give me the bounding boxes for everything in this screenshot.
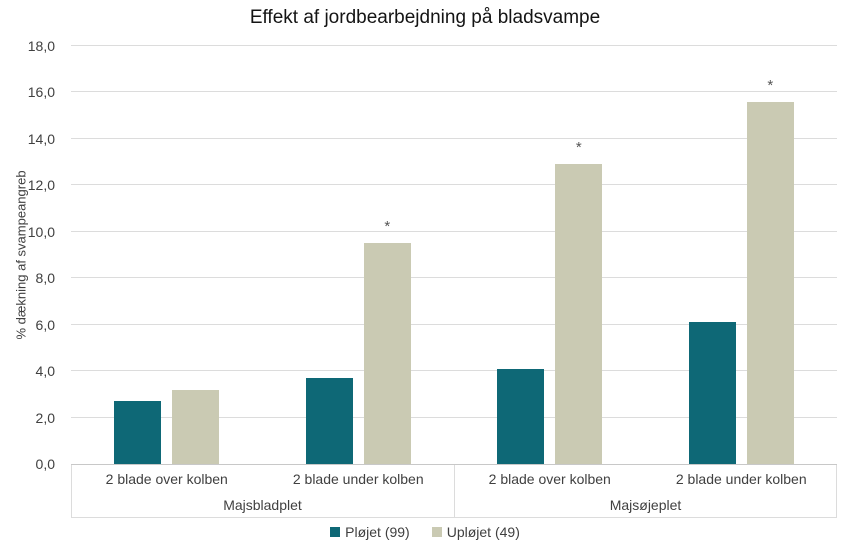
significance-asterisk: *	[575, 139, 582, 157]
x-axis-category-row: 2 blade over kolben 2 blade under kolben 2…	[71, 465, 837, 491]
category-label-0-0: 2 blade over kolben	[105, 471, 228, 487]
y-axis-tick-label: 4,0	[35, 363, 55, 380]
gridline	[71, 370, 837, 372]
legend-item-plojet: Pløjet (99)	[330, 524, 410, 540]
y-axis-tick-label: 2,0	[35, 409, 55, 426]
bar-plojet-1	[305, 378, 353, 464]
bar-uplojet-0	[172, 389, 220, 464]
bar-plojet-3	[688, 322, 736, 464]
legend-item-uplojet: Upløjet (49)	[431, 524, 520, 540]
bar-plojet-2	[497, 368, 545, 464]
gridline	[71, 184, 837, 186]
x-axis-divider-2	[836, 465, 837, 517]
y-axis-tick-label: 0,0	[35, 456, 55, 472]
legend-swatch-uplojet	[431, 527, 442, 537]
y-axis-tick-label: 14,0	[27, 130, 55, 147]
significance-asterisk: *	[384, 218, 391, 236]
bar-uplojet-1	[363, 243, 411, 464]
group-label-0: Majsbladplet	[223, 497, 302, 513]
gridline	[71, 416, 837, 418]
bar-uplojet-3	[746, 101, 794, 464]
y-axis-tick-label: 6,0	[35, 316, 55, 333]
y-axis-tick-label: 8,0	[35, 270, 55, 287]
category-label-1-0: 2 blade over kolben	[488, 471, 611, 487]
y-axis-tick-label: 12,0	[27, 177, 55, 194]
legend-label: Pløjet (99)	[345, 524, 410, 540]
y-axis-tick-labels: 0,0 2,0 4,0 6,0 8,0 10,0 12,0 14,0 16,0 18,0	[0, 38, 55, 472]
gridline	[71, 323, 837, 325]
category-label-1-1: 2 blade under kolben	[675, 471, 807, 487]
x-axis-group-row: Majsbladplet Majsøjeplet	[71, 491, 837, 517]
x-axis-label-table: 2 blade over kolben 2 blade under kolben 2…	[71, 464, 837, 518]
significance-asterisk: *	[767, 76, 774, 94]
gridline	[71, 137, 837, 139]
group-label-1: Majsøjeplet	[609, 497, 682, 513]
y-axis-tick-label: 16,0	[27, 84, 55, 101]
bar-uplojet-2	[555, 164, 603, 464]
gridline	[71, 230, 837, 232]
plot-area: * * *	[71, 45, 837, 464]
legend-label: Upløjet (49)	[446, 524, 520, 540]
gridline	[71, 277, 837, 279]
x-axis-divider-1	[454, 465, 455, 517]
gridline	[71, 91, 837, 93]
y-axis-tick-label: 10,0	[27, 223, 55, 240]
legend: Pløjet (99) Upløjet (49)	[0, 524, 850, 540]
legend-swatch-plojet	[330, 527, 341, 537]
bar-plojet-0	[114, 401, 162, 464]
y-axis-tick-label: 18,0	[27, 38, 55, 54]
chart-title: Effekt af jordbearbejdning på bladsvampe	[249, 7, 601, 28]
x-axis-divider-0	[71, 465, 72, 517]
category-label-0-1: 2 blade under kolben	[292, 471, 424, 487]
gridline	[71, 45, 837, 46]
